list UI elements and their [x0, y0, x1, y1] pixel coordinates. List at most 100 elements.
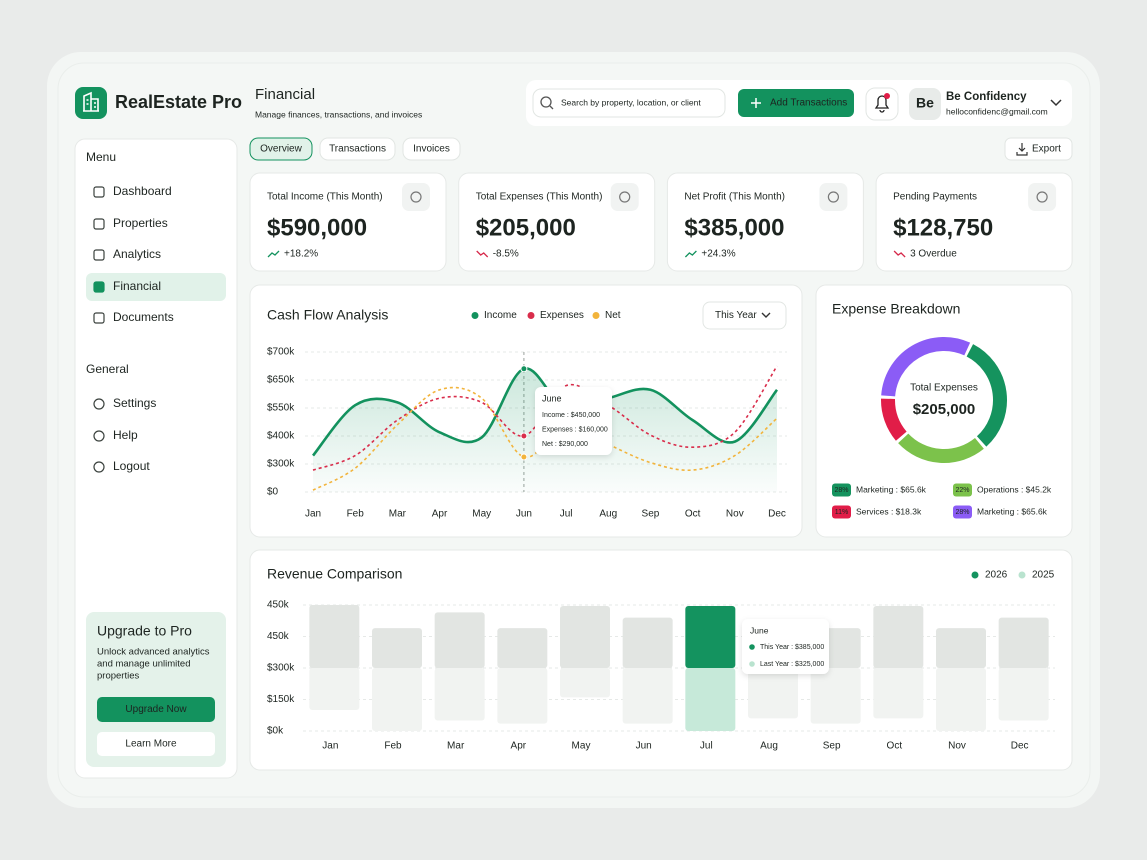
x-tick-label: Mar: [447, 741, 465, 752]
x-tick-label: Nov: [948, 741, 966, 752]
x-tick-label: Feb: [384, 741, 402, 752]
legend-label: Expenses: [540, 310, 584, 321]
chart-title: Revenue Comparison: [267, 566, 402, 582]
y-tick-label: $550k: [267, 403, 295, 414]
bar: [372, 668, 422, 731]
nav-item[interactable]: Analytics: [113, 247, 161, 261]
nav-item[interactable]: Settings: [113, 396, 156, 410]
nav-icon: [93, 430, 105, 442]
menu-heading: Menu: [86, 150, 116, 164]
tab[interactable]: [402, 137, 461, 161]
upgrade-description: Unlock advanced analytics: [97, 647, 210, 658]
legend-badge-label: 22%: [955, 487, 969, 494]
series-line: [312, 386, 778, 491]
stat-card: [666, 172, 864, 272]
search-box[interactable]: [532, 88, 726, 118]
x-tick-label: Oct: [685, 509, 701, 520]
nav-item[interactable]: Properties: [113, 216, 168, 230]
stat-title: Total Expenses (This Month): [476, 192, 603, 203]
user-menu-chevron[interactable]: [1050, 99, 1062, 107]
legend-label: Marketing : $65.6k: [856, 484, 927, 494]
page-title: Financial: [255, 86, 315, 103]
stat-card: [875, 172, 1073, 272]
nav-item[interactable]: Logout: [113, 459, 150, 473]
bar: [497, 668, 548, 724]
notification-button[interactable]: [865, 87, 899, 121]
bar: [685, 606, 736, 668]
legend-label: Operations : $45.2k: [977, 484, 1052, 494]
legend-dot: [471, 312, 479, 319]
chart-title: Expense Breakdown: [832, 301, 960, 317]
stat-title: Net Profit (This Month): [684, 192, 785, 203]
tooltip-line: Expenses : $160,000: [542, 426, 608, 433]
tab-label: Invoices: [413, 144, 450, 155]
period-dropdown[interactable]: [702, 301, 787, 330]
stat-icon: [619, 191, 631, 203]
x-tick-label: May: [472, 509, 491, 520]
nav-item[interactable]: Help: [113, 428, 138, 442]
x-tick-label: Jun: [516, 509, 532, 520]
legend-badge: [832, 483, 851, 497]
learn-more-button[interactable]: [97, 732, 215, 756]
highlight-dot: [520, 432, 528, 440]
legend-label: 2026: [985, 570, 1008, 581]
x-tick-label: Apr: [432, 509, 448, 520]
nav-icon: [93, 461, 105, 473]
legend-badge-label: 28%: [955, 509, 969, 516]
tooltip-title: June: [542, 393, 562, 403]
add-transaction-label: Add Transactions: [770, 98, 847, 109]
dropdown-label[interactable]: This Year: [715, 310, 757, 321]
x-tick-label: May: [572, 741, 591, 752]
x-tick-label: Sep: [642, 509, 660, 520]
stat-value: $205,000: [476, 214, 576, 241]
search-placeholder: Search by property, location, or client: [561, 97, 701, 107]
legend-badge-label: 28%: [834, 487, 848, 494]
page-subtitle: Manage finances, transactions, and invoi…: [255, 109, 422, 119]
nav-icon: [93, 186, 105, 198]
bar: [873, 606, 924, 668]
export-icon: [1016, 143, 1028, 156]
stat-value: $128,750: [893, 214, 993, 241]
nav-item[interactable]: Dashboard: [113, 184, 172, 198]
learn-more-label: Learn More: [125, 739, 177, 750]
bar: [998, 617, 1049, 668]
bar: [998, 668, 1049, 721]
nav-icon: [93, 249, 105, 261]
x-tick-label: Feb: [347, 509, 365, 520]
legend-label: 2025: [1032, 570, 1055, 581]
tab-label: Transactions: [329, 144, 386, 155]
nav-item[interactable]: Financial: [113, 279, 161, 293]
nav-item-active[interactable]: [86, 273, 226, 301]
nav-item[interactable]: Documents: [113, 310, 174, 324]
tooltip: [742, 619, 829, 674]
avatar: [909, 88, 941, 120]
legend-label: Income: [484, 310, 517, 321]
tooltip-line: Income : $450,000: [542, 412, 600, 419]
add-transaction-button[interactable]: [738, 89, 854, 117]
trend-icon: [476, 250, 489, 258]
x-tick-label: Mar: [389, 509, 407, 520]
legend-dot: [971, 571, 979, 579]
bar: [810, 668, 861, 724]
upgrade-button[interactable]: [97, 697, 215, 722]
donut-segment: [881, 398, 907, 441]
stat-card: [249, 172, 447, 272]
bar: [748, 668, 798, 719]
donut-segment: [881, 337, 971, 397]
nav-icon: [93, 281, 105, 293]
highlight-dot: [520, 365, 528, 373]
tab[interactable]: [319, 137, 396, 161]
search-icon: [549, 105, 554, 110]
bar: [434, 668, 485, 721]
legend-dot: [1018, 571, 1026, 579]
donut-segment: [898, 433, 984, 463]
x-tick-label: Apr: [511, 741, 527, 752]
y-tick-label: $400k: [267, 431, 295, 442]
tooltip: [535, 387, 612, 455]
upgrade-description: and manage unlimited: [97, 659, 190, 670]
bar: [622, 617, 673, 668]
tab[interactable]: [249, 137, 313, 161]
stat-icon: [827, 191, 840, 203]
bar: [560, 668, 610, 698]
bar: [497, 628, 548, 668]
